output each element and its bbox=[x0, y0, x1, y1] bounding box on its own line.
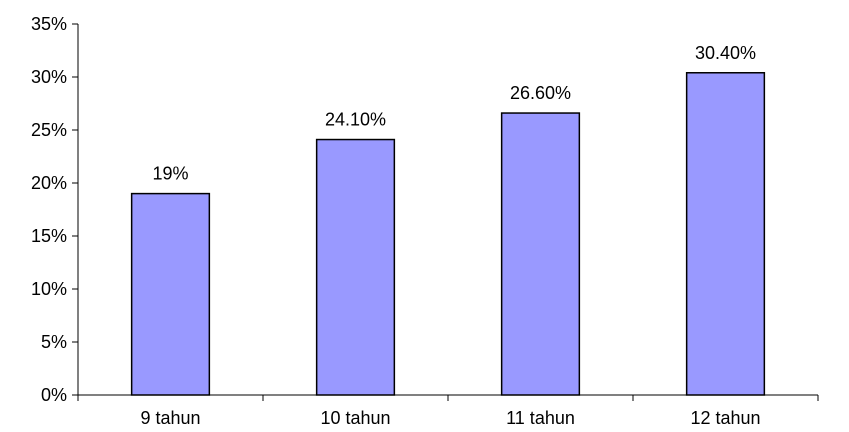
y-tick-label: 35% bbox=[31, 14, 67, 34]
y-tick-label: 15% bbox=[31, 226, 67, 246]
bars-group bbox=[130, 72, 766, 396]
data-label: 30.40% bbox=[695, 43, 756, 63]
bar bbox=[500, 112, 581, 396]
bar bbox=[130, 192, 211, 396]
x-category-label: 9 tahun bbox=[140, 408, 200, 428]
bar bbox=[685, 72, 766, 396]
data-label: 24.10% bbox=[325, 110, 386, 130]
x-category-label: 10 tahun bbox=[320, 408, 390, 428]
y-tick-label: 20% bbox=[31, 173, 67, 193]
y-tick-label: 25% bbox=[31, 120, 67, 140]
data-label: 26.60% bbox=[510, 83, 571, 103]
x-category-label: 11 tahun bbox=[506, 408, 575, 428]
y-tick-label: 30% bbox=[31, 67, 67, 87]
labels-group: 0% 5% 10% 15% 20% 25% 30% 35% 19% 9 tahun 24.10% 10… bbox=[31, 14, 761, 428]
y-tick-label: 10% bbox=[31, 279, 67, 299]
y-tick-label: 5% bbox=[41, 332, 67, 352]
data-label: 19% bbox=[152, 164, 188, 184]
axes-group bbox=[72, 23, 819, 401]
bar bbox=[315, 138, 396, 396]
x-category-label: 12 tahun bbox=[690, 408, 760, 428]
y-tick-label: 0% bbox=[41, 385, 67, 405]
